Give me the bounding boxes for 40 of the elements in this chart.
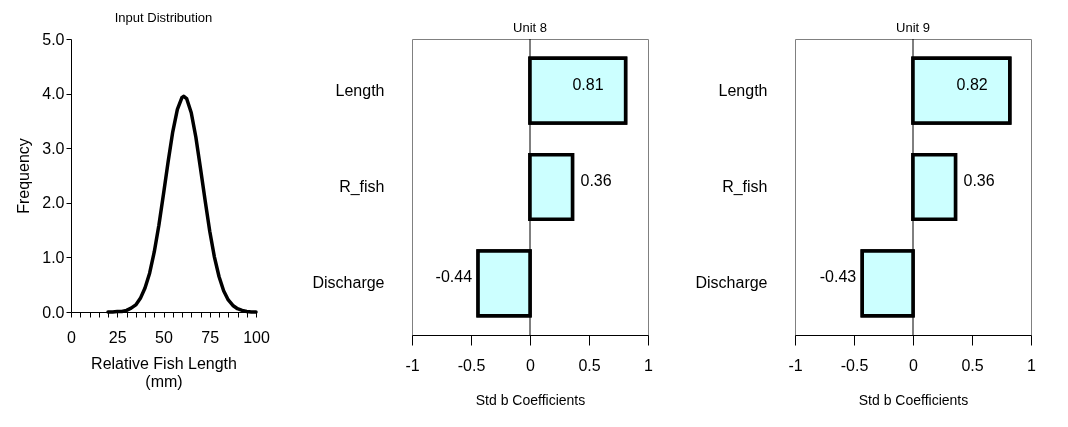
x-tick-label: 0 bbox=[909, 356, 919, 374]
x-axis-title: Std b Coefficients bbox=[858, 391, 969, 408]
y-tick-label: R_fish bbox=[722, 178, 768, 196]
x-tick-label: 50 bbox=[155, 328, 173, 346]
x-tick-label: -1 bbox=[788, 356, 803, 374]
x-tick-label: 0 bbox=[526, 356, 536, 374]
x-tick-label: 0.5 bbox=[961, 356, 984, 374]
y-tick-label: Length bbox=[718, 81, 768, 99]
y-tick-label: 3.0 bbox=[42, 139, 65, 157]
x-axis-title: Std b Coefficients bbox=[475, 391, 586, 408]
x-tick-label: 100 bbox=[243, 328, 270, 346]
y-tick-label: R_fish bbox=[339, 178, 385, 196]
y-tick-label: Discharge bbox=[312, 274, 385, 292]
y-tick-label: Length bbox=[335, 81, 385, 99]
y-tick-label: 5.0 bbox=[42, 30, 65, 48]
data-label: 0.36 bbox=[580, 172, 612, 189]
x-tick-label: 0 bbox=[67, 328, 77, 346]
y-tick-label: 2.0 bbox=[42, 194, 65, 212]
y-axis-title: Frequency bbox=[15, 138, 33, 214]
data-label: -0.44 bbox=[435, 268, 473, 286]
y-tick-label: 1.0 bbox=[42, 248, 65, 266]
chart-title: Input Distribution bbox=[114, 10, 213, 25]
x-tick-label: 1 bbox=[644, 356, 654, 374]
x-tick-label: -0.5 bbox=[840, 356, 869, 374]
x-tick-label: -0.5 bbox=[457, 356, 486, 374]
y-tick-label: 0.0 bbox=[42, 303, 65, 321]
y-tick-label: 4.0 bbox=[42, 85, 65, 103]
x-tick-label: 75 bbox=[201, 328, 220, 346]
x-tick-label: 0.5 bbox=[578, 356, 601, 374]
data-label: -0.43 bbox=[819, 268, 857, 286]
data-label: 0.36 bbox=[963, 172, 995, 189]
x-tick-label: 1 bbox=[1027, 356, 1037, 374]
chart-title: Unit 9 bbox=[896, 19, 930, 35]
x-tick-label: 25 bbox=[108, 328, 127, 346]
x-axis-title: Relative Fish Length (mm) bbox=[91, 354, 237, 390]
y-tick-label: Discharge bbox=[695, 274, 768, 292]
data-label: 0.81 bbox=[572, 75, 604, 93]
chart-title: Unit 8 bbox=[513, 19, 547, 35]
data-label: 0.82 bbox=[956, 75, 988, 93]
x-tick-label: -1 bbox=[405, 356, 420, 374]
